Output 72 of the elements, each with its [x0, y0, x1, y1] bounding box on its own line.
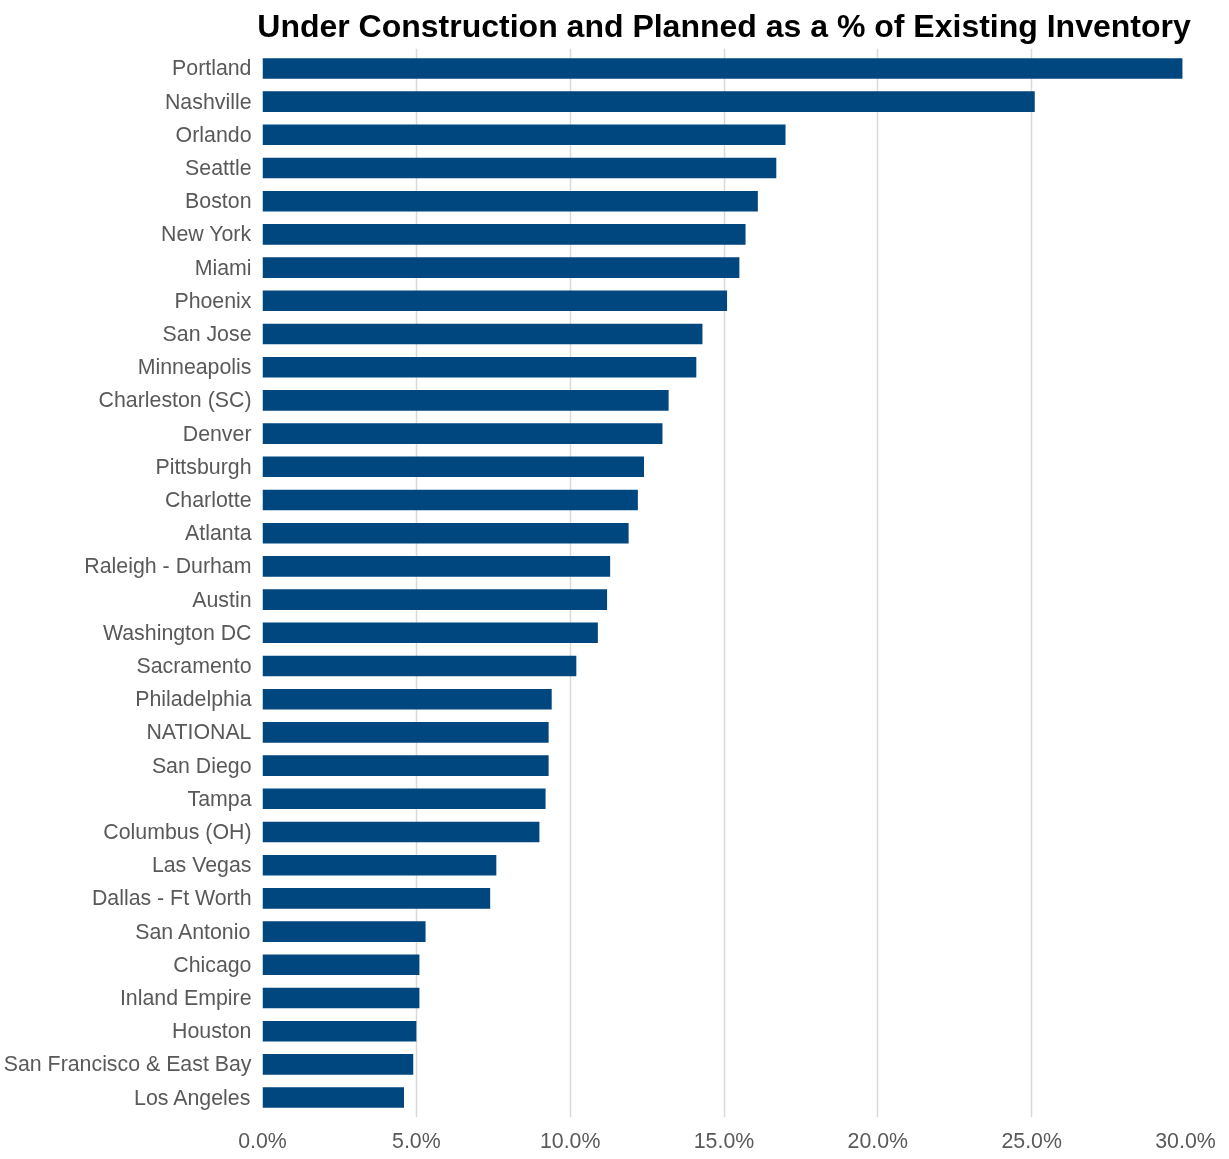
bar [262, 788, 546, 810]
bar [262, 821, 540, 843]
chart-title: Under Construction and Planned as a % of Existing Inventory [257, 7, 1191, 44]
bar [262, 1020, 417, 1042]
bar [262, 157, 777, 179]
x-tick-label: 15.0% [693, 1128, 755, 1153]
x-tick-label: 10.0% [539, 1128, 601, 1153]
bar [262, 589, 608, 610]
y-tick-label: San Jose [162, 322, 252, 347]
bar [262, 91, 1035, 112]
bar [262, 323, 703, 345]
bar [262, 124, 786, 146]
x-tick-label: 20.0% [847, 1128, 909, 1153]
bar [262, 257, 740, 278]
y-tick-label: Chicago [173, 952, 252, 977]
bar [262, 290, 728, 312]
bar [262, 356, 697, 378]
bar [262, 655, 577, 677]
y-tick-label: Charlotte [164, 488, 252, 512]
bar [262, 190, 758, 212]
y-tick-label: Nashville [164, 89, 252, 114]
x-tick-label: 0.0% [238, 1128, 287, 1153]
y-tick-label: Miami [194, 255, 252, 280]
y-tick-label: Charleston (SC) [98, 388, 252, 413]
y-tick-label: Dallas - Ft Worth [91, 886, 252, 911]
y-tick-label: Tampa [187, 786, 252, 811]
y-tick-label: Washington DC [102, 620, 252, 645]
y-tick-label: Pittsburgh [155, 454, 252, 479]
x-tick-label: 30.0% [1155, 1128, 1216, 1153]
bar [262, 888, 491, 909]
y-tick-label: NATIONAL [146, 720, 252, 745]
y-tick-label: Denver [182, 421, 252, 446]
y-tick-label: Philadelphia [135, 687, 252, 712]
y-tick-label: San Diego [151, 753, 252, 778]
bar [262, 58, 1183, 79]
bar [262, 489, 638, 511]
y-tick-label: Portland [172, 56, 252, 81]
bar [262, 755, 549, 776]
bar [262, 854, 497, 876]
y-tick-label: Las Vegas [151, 853, 252, 878]
bar [262, 987, 420, 1009]
y-tick-label: Sacramento [136, 654, 252, 678]
y-tick-label: Inland Empire [119, 985, 252, 1010]
bar [262, 921, 426, 942]
y-tick-label: Houston [172, 1019, 252, 1044]
y-tick-label: Phoenix [174, 288, 252, 313]
bar [262, 622, 598, 644]
y-tick-label: Atlanta [185, 521, 252, 546]
y-tick-label: Minneapolis [137, 355, 252, 380]
bar [262, 722, 549, 743]
y-tick-label: New York [161, 222, 252, 247]
bar [262, 1054, 414, 1075]
y-tick-label: Los Angeles [134, 1085, 251, 1110]
bar [262, 522, 629, 544]
y-tick-label: Raleigh - Durham [84, 554, 252, 579]
bar [262, 954, 420, 976]
bar [262, 456, 645, 478]
bar [262, 390, 669, 411]
x-tick-label: 5.0% [392, 1128, 441, 1153]
y-tick-label: Orlando [175, 122, 252, 147]
bar [262, 688, 552, 710]
bar [262, 423, 663, 444]
y-tick-label: San Francisco & East Bay [3, 1052, 252, 1077]
bar [262, 1087, 405, 1108]
y-tick-label: San Antonio [135, 919, 251, 944]
x-tick-label: 25.0% [1001, 1128, 1062, 1153]
y-tick-label: Boston [185, 189, 252, 214]
bar [262, 224, 746, 245]
y-tick-label: Seattle [185, 156, 252, 181]
y-tick-label: Columbus (OH) [103, 819, 252, 844]
y-tick-label: Austin [192, 587, 252, 612]
bar [262, 556, 611, 577]
